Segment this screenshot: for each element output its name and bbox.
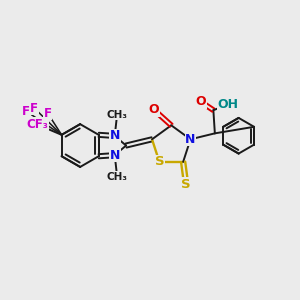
Text: CH₃: CH₃ (106, 110, 128, 119)
Text: S: S (154, 155, 164, 168)
Text: CH₃: CH₃ (106, 172, 128, 182)
Text: O: O (196, 95, 206, 108)
Text: O: O (149, 103, 159, 116)
Text: N: N (110, 129, 120, 142)
Text: N: N (110, 149, 120, 162)
Text: S: S (181, 178, 191, 191)
Text: OH: OH (217, 98, 238, 111)
Text: N: N (185, 133, 196, 146)
Text: CF₃: CF₃ (26, 118, 48, 131)
Text: F: F (22, 105, 30, 118)
Text: F: F (30, 102, 38, 115)
Text: F: F (44, 106, 52, 120)
